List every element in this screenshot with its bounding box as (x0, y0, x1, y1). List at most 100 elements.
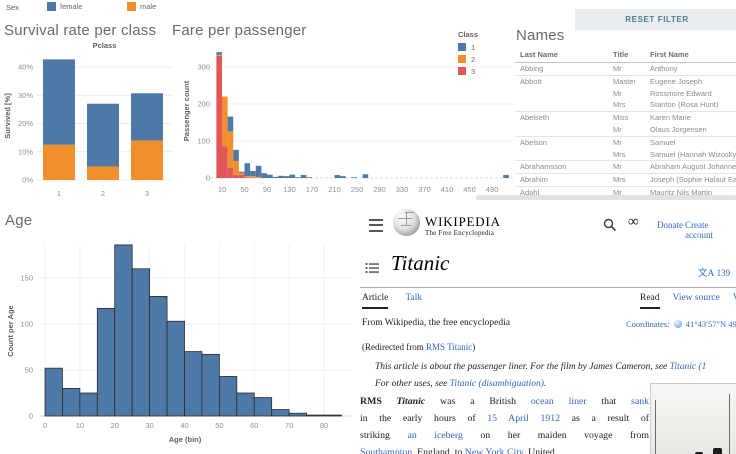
wiki-link[interactable]: ocean liner (530, 396, 587, 407)
col-title[interactable]: Title (613, 50, 629, 59)
wikipedia-wordmark[interactable]: WIKIPEDIA (425, 214, 501, 229)
svg-text:Count per Age: Count per Age (6, 305, 15, 356)
table-cell: Master (613, 76, 636, 86)
appearance-icon[interactable]: ∞ (628, 214, 639, 230)
legend-swatch (458, 67, 466, 75)
svg-text:250: 250 (351, 185, 364, 194)
table-row[interactable]: Adahl Mr Mauritz Nils Martin (515, 185, 736, 199)
table-cell: Mrs (613, 149, 626, 159)
col-last-name[interactable]: Last Name (520, 50, 558, 59)
reset-filter-button[interactable]: RESET FILTER (575, 9, 736, 30)
table-cell: Miss (613, 113, 629, 123)
svg-text:Survived [%]: Survived [%] (3, 93, 12, 139)
age-chart-title: Age (5, 212, 33, 229)
svg-text:50: 50 (25, 366, 33, 375)
svg-text:Passenger count: Passenger count (182, 80, 191, 141)
table-cell: Mr (613, 64, 622, 73)
table-row[interactable]: Mr Rossmore Edward (515, 88, 736, 100)
body-line: Southampton, England, to New York City, … (360, 444, 649, 454)
redirect-note: (Redirected from RMS Titanic) (362, 342, 476, 352)
wiki-link[interactable]: 15 April 1912 (487, 413, 561, 424)
table-row[interactable]: Mrs Samuel (Hannah Wizosky) (515, 149, 736, 161)
sex-legend-item-female[interactable]: female (47, 2, 83, 11)
wiki-link[interactable]: Titanic (disambiguation) (449, 379, 544, 389)
wiki-link[interactable]: an iceberg (407, 430, 463, 441)
class-legend-item-2[interactable]: 2 (458, 54, 478, 66)
wikipedia-logo-icon[interactable] (393, 209, 420, 236)
menu-icon[interactable] (369, 219, 383, 232)
table-cell: Mr (613, 187, 622, 197)
table-cell (520, 99, 613, 111)
donate-link[interactable]: Donate (657, 220, 683, 230)
table-row[interactable]: Abrahamsson Mr Abraham August Johannes (515, 160, 736, 173)
language-count: 139 (716, 268, 731, 278)
survival-chart[interactable]: 0% 10% 20% 30% 40% Pclass Survived [%] 1 2 3 (0, 36, 200, 206)
table-horizontal-scrollbar[interactable] (476, 195, 736, 200)
svg-text:210: 210 (328, 185, 341, 194)
wiki-link[interactable]: Titanic (1 (669, 362, 707, 372)
table-row[interactable]: Abbott Master Eugene Joseph (515, 74, 736, 88)
table-cell: Karen Marie (650, 113, 691, 123)
body-line: striking an iceberg on her maiden voyage… (360, 430, 649, 441)
table-row[interactable]: Abrahim Mrs Joseph (Sophie Halaut Easu) (515, 173, 736, 186)
svg-text:10: 10 (218, 185, 226, 194)
class-legend-item-3[interactable]: 3 (458, 66, 478, 78)
coordinates-label[interactable]: Coordinates: (626, 319, 670, 329)
svg-text:410: 410 (441, 185, 454, 194)
titanic-photo[interactable] (650, 383, 736, 454)
tab-article[interactable]: Article (362, 293, 389, 309)
table-cell: Olaus Jorgensen (650, 124, 707, 134)
coordinates: Coordinates: 41°43′57″N 49°56 (626, 319, 736, 329)
svg-text:50: 50 (215, 421, 223, 430)
table-row[interactable]: Mr Olaus Jorgensen (515, 124, 736, 136)
table-cell: Samuel (Hannah Wizosky) (650, 149, 736, 159)
language-icon: 文A (698, 269, 715, 279)
table-cell: Samuel (650, 137, 676, 147)
svg-text:100: 100 (197, 137, 210, 146)
class-legend-item-1[interactable]: 1 (458, 42, 478, 54)
hatnote: This article is about the passenger line… (375, 359, 736, 393)
hatnote-line: For other uses, see Titanic (disambiguat… (375, 379, 547, 389)
tab-talk[interactable]: Talk (405, 293, 423, 303)
site-subtitle: From Wikipedia, the free encyclopedia (362, 318, 510, 328)
wiki-link[interactable]: RMS Titanic (425, 342, 473, 352)
tab-view-hist[interactable]: View hist (733, 293, 736, 309)
table-cell: Mr (613, 124, 622, 134)
hatnote-line: This article is about the passenger line… (375, 362, 707, 372)
table-row[interactable]: Abelseth Miss Karen Marie (515, 111, 736, 124)
table-cell: Mauritz Nils Martin (650, 187, 713, 197)
svg-text:20%: 20% (18, 119, 33, 128)
svg-text:200: 200 (197, 100, 210, 109)
table-row[interactable]: Abelson Mr Samuel (515, 135, 736, 149)
table-cell: Stanton (Rosa Hunt) (650, 100, 719, 110)
sex-legend-item-male[interactable]: male (127, 2, 156, 11)
svg-text:170: 170 (306, 185, 319, 194)
svg-text:370: 370 (418, 185, 431, 194)
language-selector[interactable]: 文A 139 (698, 265, 730, 279)
table-row[interactable]: Abbing Mr Anthony (515, 63, 736, 75)
names-table-header: Last Name Title First Name (515, 50, 736, 63)
coordinates-value[interactable]: 41°43′57″N 49°56 (685, 319, 736, 329)
tab-view-source[interactable]: View source (672, 293, 720, 303)
contents-list-icon[interactable] (365, 262, 379, 274)
svg-text:0: 0 (43, 421, 47, 430)
table-cell: Anthony (650, 64, 678, 73)
svg-text:490: 490 (486, 185, 499, 194)
create-account-link[interactable]: Create account (685, 220, 713, 240)
title-divider (360, 287, 736, 288)
svg-text:60: 60 (250, 421, 258, 430)
search-icon[interactable] (603, 218, 617, 232)
wiki-link[interactable]: Southampton (360, 447, 413, 454)
col-first-name[interactable]: First Name (650, 50, 689, 59)
svg-text:3: 3 (145, 189, 149, 198)
age-chart[interactable]: 0 50 100 150 0 10 20 30 40 50 60 70 80 Age (bin) Count… (0, 236, 365, 454)
table-row[interactable]: Mrs Stanton (Rosa Hunt) (515, 99, 736, 111)
tab-read[interactable]: Read (640, 293, 660, 309)
wiki-link[interactable]: New York City (464, 447, 524, 454)
svg-text:150: 150 (20, 274, 33, 283)
wiki-link[interactable]: sank (631, 396, 649, 407)
svg-text:10%: 10% (18, 147, 33, 156)
svg-text:80: 80 (320, 421, 328, 430)
